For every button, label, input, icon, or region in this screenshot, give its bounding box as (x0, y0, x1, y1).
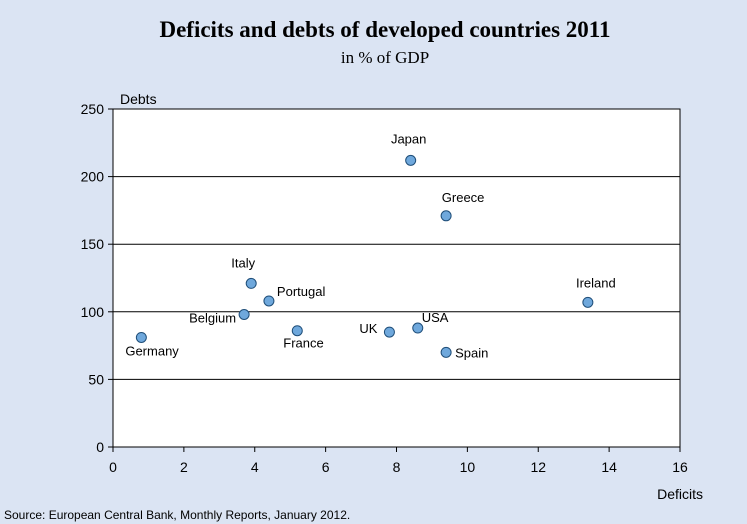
data-point-usa (412, 322, 424, 334)
data-point-spain (440, 346, 452, 358)
point-label-portugal: Portugal (277, 284, 326, 299)
point-label-italy: Italy (231, 255, 255, 270)
y-axis-ticks: 0 50 100 150 200 250 (81, 101, 113, 455)
data-point-greece (440, 210, 452, 222)
source-note: Source: European Central Bank, Monthly R… (4, 508, 350, 522)
x-tick-label: 4 (251, 459, 259, 475)
y-tick-label: 150 (81, 236, 105, 252)
data-point-ireland (582, 296, 594, 308)
x-axis-ticks: 0 2 4 6 8 10 12 14 16 (109, 447, 688, 475)
x-tick-label: 14 (601, 459, 617, 475)
y-tick-label: 100 (81, 304, 105, 320)
plot-area (112, 108, 681, 448)
point-label-japan: Japan (391, 131, 426, 146)
x-tick-label: 12 (530, 459, 546, 475)
y-tick-label: 250 (81, 101, 105, 117)
point-label-spain: Spain (455, 345, 488, 360)
data-point-italy (245, 277, 257, 289)
data-points: Germany Belgium Italy Portugal France UK Japan… (125, 131, 615, 360)
y-tick-label: 0 (96, 439, 104, 455)
chart-title: Deficits and debts of developed countrie… (159, 17, 610, 42)
data-point-germany (135, 331, 147, 343)
point-label-germany: Germany (125, 343, 179, 358)
point-label-ireland: Ireland (576, 275, 616, 290)
data-point-uk (383, 326, 395, 338)
y-tick-label: 200 (81, 169, 105, 185)
x-axis-label: Deficits (657, 486, 703, 502)
data-point-france (291, 325, 303, 337)
x-tick-label: 10 (460, 459, 476, 475)
x-tick-label: 8 (393, 459, 401, 475)
y-tick-label: 50 (88, 371, 104, 387)
x-tick-label: 16 (672, 459, 688, 475)
x-tick-label: 6 (322, 459, 330, 475)
point-label-greece: Greece (442, 190, 485, 205)
y-axis-label: Debts (120, 91, 157, 107)
point-label-france: France (283, 336, 323, 351)
chart-subtitle: in % of GDP (341, 48, 429, 67)
data-point-belgium (238, 309, 250, 321)
data-point-portugal (263, 295, 275, 307)
point-label-uk: UK (359, 321, 377, 336)
point-label-usa: USA (422, 310, 449, 325)
gridlines (113, 176, 680, 380)
data-point-japan (405, 154, 417, 166)
point-label-belgium: Belgium (189, 311, 236, 326)
x-tick-label: 0 (109, 459, 117, 475)
x-tick-label: 2 (180, 459, 188, 475)
